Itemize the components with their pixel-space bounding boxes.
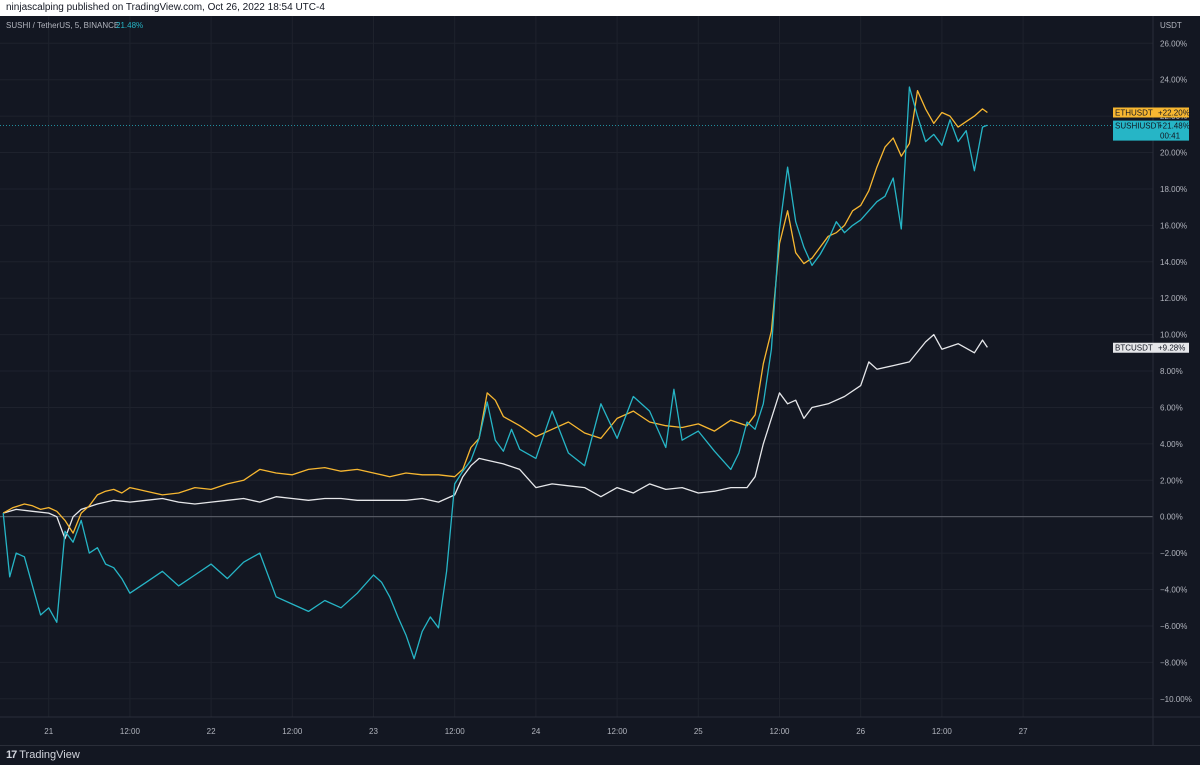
y-tick-label: 16.00%: [1160, 221, 1187, 230]
x-tick-label: 27: [1019, 727, 1028, 736]
x-tick-label: 22: [207, 727, 216, 736]
footer-bar: 17 TradingView: [0, 745, 1200, 765]
y-tick-label: 26.00%: [1160, 39, 1187, 48]
tradingview-mark-icon: 17: [6, 749, 17, 761]
value-tag-bg: [1155, 342, 1189, 353]
x-tick-label: 12:00: [120, 727, 141, 736]
x-tick-label: 25: [694, 727, 703, 736]
x-tick-label: 12:00: [769, 727, 790, 736]
value-tag-bg: [1155, 107, 1189, 118]
brand-label: TradingView: [19, 749, 80, 761]
x-tick-label: 12:00: [932, 727, 953, 736]
y-tick-label: 14.00%: [1160, 258, 1187, 267]
y-tick-label: −4.00%: [1160, 586, 1187, 595]
y-tick-label: 2.00%: [1160, 476, 1183, 485]
y-tick-label: 4.00%: [1160, 440, 1183, 449]
symbol-tag: ETHUSDT: [1115, 109, 1153, 118]
x-tick-label: 12:00: [282, 727, 303, 736]
price-label-sushiusdt: SUSHIUSDT+21.48%00:41: [1113, 120, 1190, 141]
value-tag: +21.48%: [1158, 122, 1190, 131]
symbol-tag-bg: [1113, 120, 1155, 141]
y-tick-label: 12.00%: [1160, 294, 1187, 303]
series-line-sushiusdt: [2, 86, 988, 660]
y-tick-label: −6.00%: [1160, 622, 1187, 631]
grid: [0, 16, 1153, 717]
value-tag: +9.28%: [1158, 344, 1185, 353]
y-tick-label: 24.00%: [1160, 76, 1187, 85]
price-chart[interactable]: 26.00%24.00%22.00%20.00%18.00%16.00%14.0…: [0, 16, 1200, 745]
y-tick-label: 20.00%: [1160, 149, 1187, 158]
y-tick-label: 10.00%: [1160, 331, 1187, 340]
series-line-ethusdt: [2, 90, 988, 534]
symbol-tag: BTCUSDT: [1115, 344, 1153, 353]
currency-label: USDT: [1160, 21, 1182, 30]
x-tick-label: 26: [856, 727, 865, 736]
symbol-tag-bg: [1113, 107, 1155, 118]
symbol-tag: SUSHIUSDT: [1115, 122, 1161, 131]
x-tick-label: 21: [44, 727, 53, 736]
publish-text: ninjascalping published on TradingView.c…: [6, 2, 325, 13]
y-tick-label: 8.00%: [1160, 367, 1183, 376]
series-lines: [2, 86, 988, 660]
price-label-ethusdt: ETHUSDT +22.20%: [1113, 107, 1190, 118]
symbol-tag-bg: [1113, 342, 1155, 353]
x-tick-label: 23: [369, 727, 378, 736]
value-tag: +22.20%: [1158, 109, 1190, 118]
y-tick-label: 0.00%: [1160, 513, 1183, 522]
tradingview-logo[interactable]: 17 TradingView: [6, 749, 80, 761]
y-tick-label: −8.00%: [1160, 658, 1187, 667]
x-tick-label: 12:00: [445, 727, 466, 736]
symbol-title: SUSHI / TetherUS, 5, BINANCE: [6, 21, 119, 30]
publish-header: ninjascalping published on TradingView.c…: [0, 0, 1200, 16]
x-tick-label: 12:00: [607, 727, 628, 736]
price-label-btcusdt: BTCUSDT +9.28%: [1113, 342, 1189, 353]
y-tick-label: −2.00%: [1160, 549, 1187, 558]
time-axis[interactable]: 21 12:00 22 12:00 23 12:00 24 12:00 25 12:00 26 12:…: [44, 727, 1028, 736]
series-price-labels: ETHUSDT +22.20% SUSHIUSDT+21.48%00:41 BTCUS…: [1113, 107, 1190, 353]
y-tick-label: −10.00%: [1160, 695, 1192, 704]
countdown-tag: 00:41: [1160, 132, 1181, 141]
y-tick-label: 6.00%: [1160, 403, 1183, 412]
x-tick-label: 24: [531, 727, 540, 736]
symbol-change: 21.48%: [116, 21, 143, 30]
price-axis[interactable]: 26.00%24.00%22.00%20.00%18.00%16.00%14.0…: [1160, 39, 1192, 703]
chart-background: [0, 16, 1200, 745]
y-tick-label: 18.00%: [1160, 185, 1187, 194]
series-line-btcusdt: [3, 333, 988, 540]
value-tag-bg: [1155, 120, 1189, 141]
